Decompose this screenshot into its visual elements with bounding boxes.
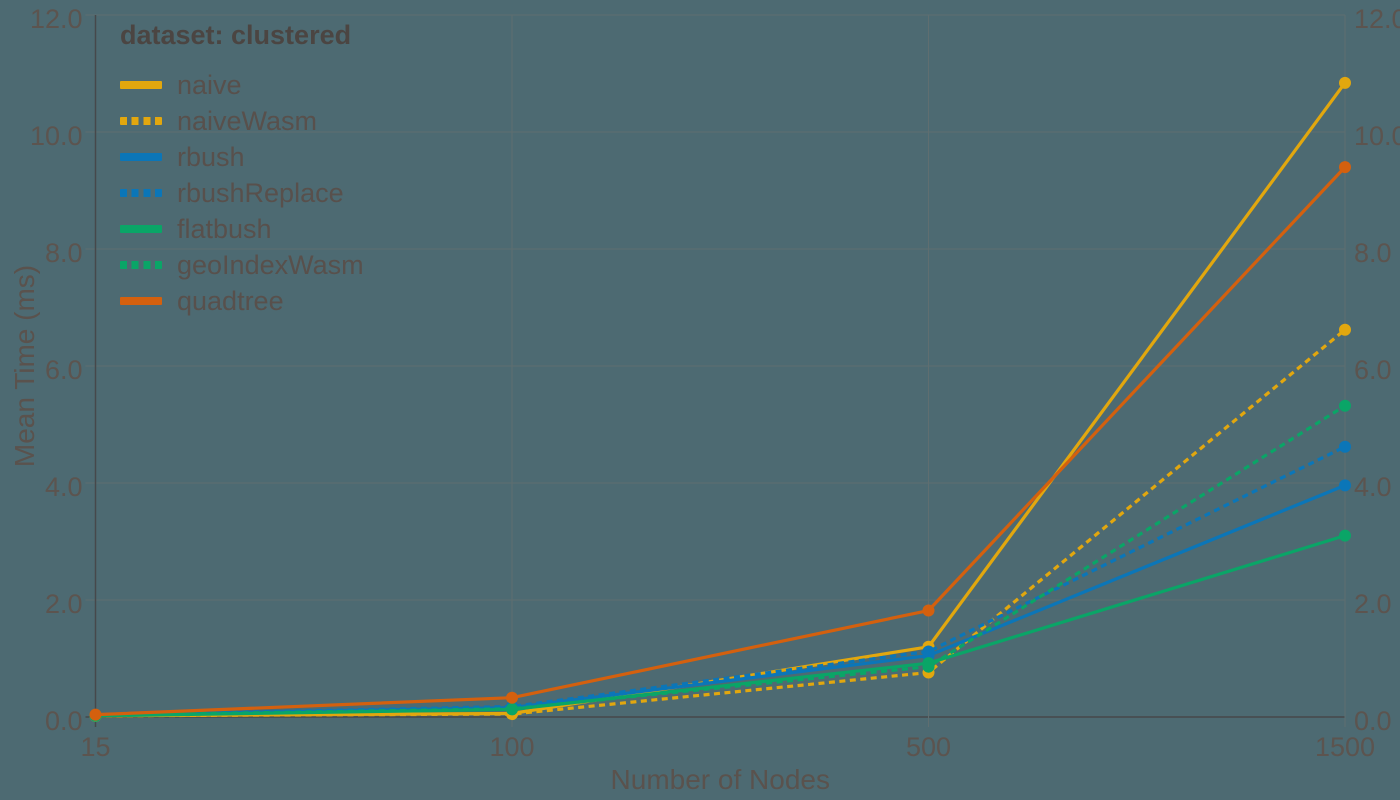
legend-item-naive: naive (120, 67, 364, 103)
y-tick-label-left: 2.0 (45, 589, 83, 619)
legend-swatch-flatbush (120, 225, 162, 233)
y-tick-label-right: 6.0 (1354, 355, 1392, 385)
data-point-naive-1500 (1339, 76, 1351, 89)
legend-item-naivewasm: naiveWasm (120, 103, 364, 139)
legend-label-rbush: rbush (177, 141, 245, 172)
legend: dataset: clustered naive naiveWasm rbush… (120, 20, 364, 319)
legend-label-quadtree: quadtree (177, 285, 284, 316)
legend-swatch-naive (120, 81, 162, 89)
legend-label-rbushreplace: rbushReplace (177, 177, 344, 208)
legend-title: dataset: clustered (120, 20, 352, 50)
y-axis-title: Mean Time (ms) (9, 265, 40, 467)
legend-label-geoindexwasm: geoIndexWasm (177, 249, 364, 280)
legend-item-flatbush: flatbush (120, 211, 364, 247)
series-line-quadtree (95, 166, 1347, 717)
x-tick-label: 1500 (1315, 732, 1375, 762)
x-axis-title: Number of Nodes (611, 764, 830, 795)
y-tick-label-right: 4.0 (1354, 472, 1392, 502)
y-tick-label-left: 12.0 (30, 4, 83, 34)
data-point-naiveWasm-1500 (1339, 323, 1351, 336)
data-point-quadtree-1500 (1339, 161, 1351, 174)
data-point-quadtree-100 (506, 691, 518, 704)
legend-swatch-naivewasm (120, 117, 162, 125)
y-tick-label-left: 10.0 (30, 121, 83, 151)
x-tick-label: 15 (80, 732, 110, 762)
legend-swatch-rbush (120, 153, 162, 161)
y-tick-label-right: 0.0 (1354, 706, 1392, 736)
data-point-rbushReplace-1500 (1339, 440, 1351, 453)
data-point-rbush-1500 (1339, 479, 1351, 492)
data-point-geoIndexWasm-1500 (1339, 399, 1351, 412)
legend-label-naive: naive (177, 69, 242, 100)
y-tick-label-right: 10.0 (1354, 121, 1400, 151)
y-tick-label-left: 8.0 (45, 238, 83, 268)
legend-item-quadtree: quadtree (120, 283, 364, 319)
data-point-flatbush-1500 (1339, 529, 1351, 542)
y-tick-label-left: 4.0 (45, 472, 83, 502)
series-line-flatbush (95, 534, 1346, 718)
y-tick-label-left: 0.0 (45, 706, 83, 736)
y-tick-label-right: 2.0 (1354, 589, 1392, 619)
series-line-rbushReplace (95, 445, 1346, 717)
x-tick-label: 500 (906, 732, 951, 762)
legend-swatch-quadtree (120, 297, 162, 305)
legend-swatch-geoindexwasm (120, 261, 162, 269)
data-point-geoIndexWasm-500 (922, 660, 935, 673)
legend-swatch-rbushreplace (120, 189, 162, 197)
x-tick-label: 100 (489, 732, 534, 762)
data-point-quadtree-15 (89, 708, 102, 721)
legend-label-naivewasm: naiveWasm (177, 105, 318, 136)
y-tick-label-right: 12.0 (1354, 4, 1400, 34)
series-line-naiveWasm (95, 328, 1347, 718)
data-point-rbushReplace-500 (922, 645, 935, 658)
data-point-geoIndexWasm-100 (506, 702, 518, 715)
legend-item-rbushreplace: rbushReplace (120, 175, 364, 211)
data-point-quadtree-500 (922, 604, 935, 617)
legend-label-flatbush: flatbush (177, 213, 272, 244)
legend-item-geoindexwasm: geoIndexWasm (120, 247, 364, 283)
legend-item-rbush: rbush (120, 139, 364, 175)
y-tick-label-left: 6.0 (45, 355, 83, 385)
y-tick-label-right: 8.0 (1354, 238, 1392, 268)
